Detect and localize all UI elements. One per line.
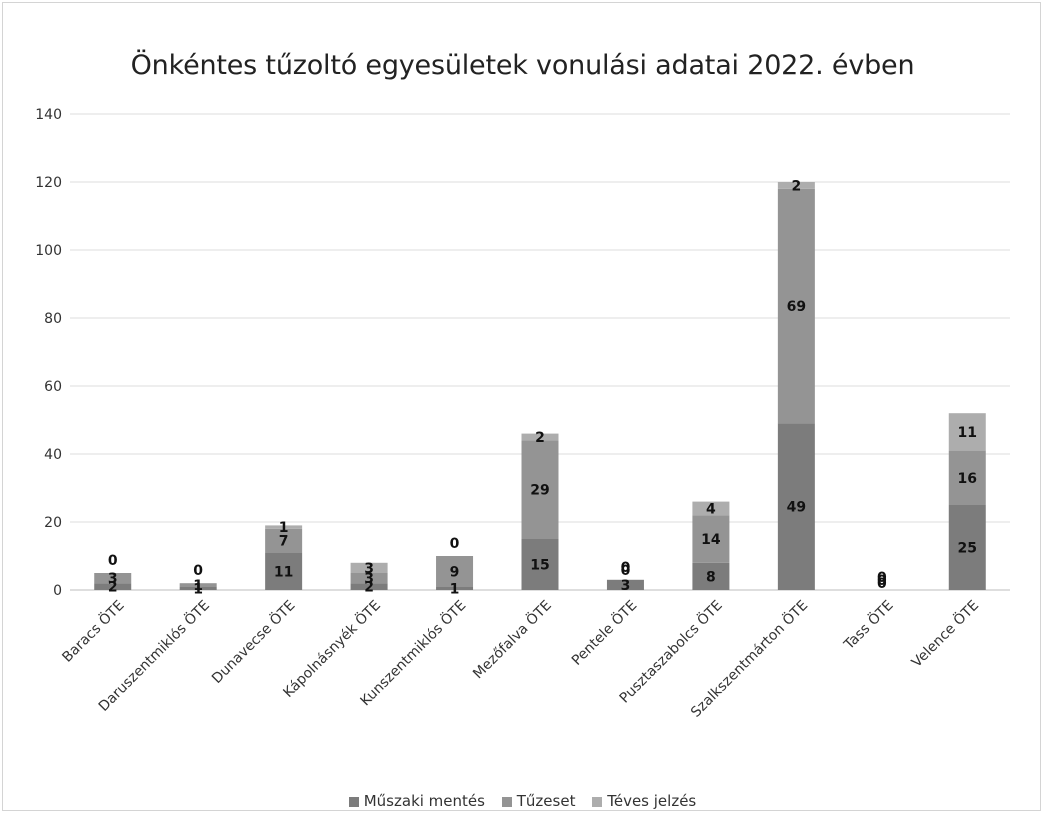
data-label-muszaki-mentes-szalkszentmarton-ote: 49	[787, 500, 806, 516]
bar-teves-jelzes-pusztaszabolcs-ote	[692, 501, 730, 516]
data-label-teves-jelzes-pentele-ote: 0	[621, 560, 631, 576]
bar-teves-jelzes-kapolnasnyek-ote	[350, 562, 388, 573]
data-label-muszaki-mentes-kunszentmiklos-ote: 1	[450, 581, 460, 597]
legend-item-tuzeset: Tűzeset	[501, 792, 576, 810]
data-label-muszaki-mentes-baracs-ote: 2	[108, 580, 118, 596]
data-label-muszaki-mentes-kapolnasnyek-ote: 2	[364, 580, 374, 596]
legend-label-muszaki-mentes: Műszaki mentés	[363, 792, 485, 810]
bar-muszaki-mentes-kunszentmiklos-ote	[436, 586, 474, 590]
data-label-teves-jelzes-tass-ote: 0	[877, 570, 887, 586]
legend-label-tuzeset: Tűzeset	[516, 792, 576, 810]
data-label-muszaki-mentes-dunavecse-ote: 11	[274, 564, 293, 580]
y-tick-label: 140	[35, 107, 62, 123]
y-axis-tick-labels: 0 20 40 60 80 100 120 140	[35, 107, 62, 599]
bar-muszaki-mentes-pentele-ote	[606, 579, 644, 590]
bar-muszaki-mentes-dunavecse-ote	[265, 552, 303, 590]
data-label-tuzeset-pentele-ote: 0	[621, 563, 631, 579]
data-label-tuzeset-velence-ote: 16	[958, 471, 977, 487]
bar-tuzeset-pusztaszabolcs-ote	[692, 515, 730, 563]
bar-teves-jelzes-dunavecse-ote	[265, 525, 303, 529]
data-label-muszaki-mentes-pusztaszabolcs-ote: 8	[706, 569, 716, 585]
y-tick-label: 80	[44, 311, 62, 327]
y-tick-label: 60	[44, 379, 62, 395]
data-label-teves-jelzes-mezofalva-ote: 2	[535, 430, 545, 446]
bar-teves-jelzes-szalkszentmarton-ote	[777, 182, 815, 189]
bar-tuzeset-dunavecse-ote	[265, 528, 303, 553]
data-label-muszaki-mentes-tass-ote: 0	[877, 576, 887, 592]
bar-muszaki-mentes-mezofalva-ote	[521, 539, 559, 590]
x-tick-label-mezofalva-ote: Mezőfalva ÖTE	[469, 596, 555, 682]
legend-item-muszaki-mentes: Műszaki mentés	[348, 792, 485, 810]
bar-tuzeset-szalkszentmarton-ote	[777, 188, 815, 424]
y-tick-label: 0	[53, 583, 62, 599]
data-label-teves-jelzes-pusztaszabolcs-ote: 4	[706, 501, 716, 517]
legend-swatch-muszaki-mentes	[348, 797, 359, 807]
bar-tuzeset-kunszentmiklos-ote	[436, 556, 474, 587]
x-tick-label-tass-ote: Tass ÖTE	[839, 596, 896, 653]
data-label-tuzeset-daruszentmiklos-ote: 1	[193, 578, 203, 594]
data-label-tuzeset-mezofalva-ote: 29	[530, 483, 549, 499]
legend-swatch-teves-jelzes	[592, 797, 603, 807]
bar-muszaki-mentes-pusztaszabolcs-ote	[692, 562, 730, 590]
data-label-muszaki-mentes-velence-ote: 25	[958, 541, 977, 557]
bar-teves-jelzes-mezofalva-ote	[521, 433, 559, 441]
data-label-teves-jelzes-kunszentmiklos-ote: 0	[450, 536, 460, 552]
chart-title: Önkéntes tűzoltó egyesületek vonulási ad…	[130, 50, 915, 81]
y-tick-label: 20	[44, 515, 62, 531]
bar-teves-jelzes-velence-ote	[948, 413, 986, 451]
data-label-tuzeset-tass-ote: 0	[877, 573, 887, 589]
bar-tuzeset-mezofalva-ote	[521, 440, 559, 539]
data-label-muszaki-mentes-pentele-ote: 3	[621, 578, 631, 594]
data-label-teves-jelzes-dunavecse-ote: 1	[279, 520, 289, 536]
data-label-muszaki-mentes-mezofalva-ote: 15	[530, 558, 549, 574]
data-label-tuzeset-baracs-ote: 3	[108, 571, 118, 587]
data-label-tuzeset-dunavecse-ote: 7	[279, 534, 289, 550]
data-label-tuzeset-pusztaszabolcs-ote: 14	[701, 532, 721, 548]
bar-tuzeset-baracs-ote	[94, 573, 132, 584]
bar-muszaki-mentes-baracs-ote	[94, 583, 132, 590]
data-label-tuzeset-kunszentmiklos-ote: 9	[450, 564, 460, 580]
legend: Műszaki mentés Tűzeset Téves jelzés	[0, 792, 1045, 810]
bar-muszaki-mentes-szalkszentmarton-ote	[777, 423, 815, 590]
legend-item-teves-jelzes: Téves jelzés	[592, 792, 696, 810]
bar-muszaki-mentes-kapolnasnyek-ote	[350, 583, 388, 590]
bar-tuzeset-daruszentmiklos-ote	[179, 583, 217, 587]
data-label-teves-jelzes-daruszentmiklos-ote: 0	[193, 563, 203, 579]
data-label-teves-jelzes-velence-ote: 11	[958, 425, 977, 441]
data-label-teves-jelzes-kapolnasnyek-ote: 3	[364, 561, 374, 577]
data-label-teves-jelzes-szalkszentmarton-ote: 2	[791, 178, 801, 194]
legend-swatch-tuzeset	[501, 797, 512, 807]
data-label-teves-jelzes-baracs-ote: 0	[108, 553, 118, 569]
y-tick-label: 40	[44, 447, 62, 463]
bar-tuzeset-kapolnasnyek-ote	[350, 573, 388, 584]
bar-muszaki-mentes-daruszentmiklos-ote	[179, 586, 217, 590]
x-tick-label-pentele-ote: Pentele ÖTE	[568, 596, 641, 669]
x-tick-label-dunavecse-ote: Dunavecse ÖTE	[208, 596, 299, 687]
bar-tuzeset-velence-ote	[948, 450, 986, 505]
bar-muszaki-mentes-velence-ote	[948, 505, 986, 590]
data-label-muszaki-mentes-daruszentmiklos-ote: 1	[193, 581, 203, 597]
y-tick-label: 100	[35, 243, 62, 259]
data-label-tuzeset-szalkszentmarton-ote: 69	[787, 299, 806, 315]
legend-label-teves-jelzes: Téves jelzés	[607, 792, 697, 810]
x-tick-label-baracs-ote: Baracs ÖTE	[58, 596, 128, 666]
data-label-tuzeset-kapolnasnyek-ote: 3	[364, 571, 374, 587]
y-tick-label: 120	[35, 175, 62, 191]
x-tick-label-velence-ote: Velence ÖTE	[907, 596, 982, 671]
bars	[94, 182, 986, 590]
